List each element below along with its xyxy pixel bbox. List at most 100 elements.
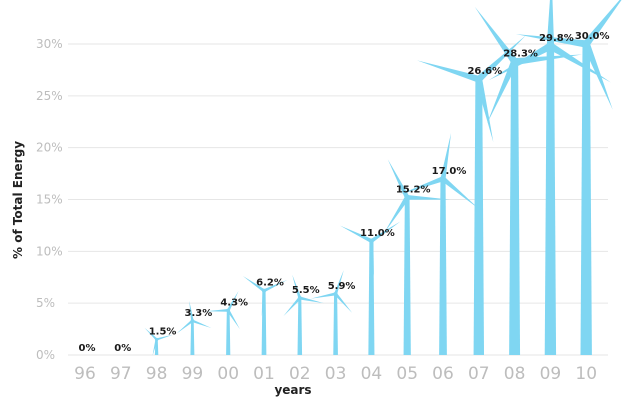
x-tick-label: 98 — [146, 364, 168, 384]
turbine-blade — [487, 60, 518, 124]
turbine-mark — [417, 35, 527, 355]
data-label: 28.3% — [503, 49, 538, 60]
turbine-hub — [546, 42, 555, 50]
x-axis-title: years — [274, 383, 311, 397]
data-label: 1.5% — [149, 326, 177, 337]
data-label: 0% — [79, 343, 96, 354]
turbine-mark — [283, 274, 324, 355]
turbine-mark — [310, 270, 353, 355]
y-tick-label: 5% — [36, 296, 55, 310]
turbine-blade — [476, 35, 527, 82]
turbine-blade — [227, 309, 240, 330]
turbine-blade — [582, 42, 613, 110]
turbine-tower — [509, 61, 521, 356]
data-label: 17.0% — [432, 166, 467, 177]
y-tick-label: 15% — [36, 193, 63, 207]
turbine-tower — [439, 178, 447, 355]
y-tick-label: 20% — [36, 141, 63, 155]
turbine-marks — [144, 0, 622, 356]
turbine-hub — [262, 288, 266, 293]
turbine-hub — [154, 337, 159, 342]
x-axis-ticks: 96 97 98 99 00 01 02 03 04 05 06 07 08 09 10 — [74, 364, 597, 384]
turbine-blade — [334, 292, 353, 313]
turbine-tower — [297, 297, 303, 355]
y-tick-label: 25% — [36, 89, 63, 103]
turbine-blade — [407, 195, 451, 200]
x-tick-label: 06 — [432, 364, 454, 384]
turbine-mark — [242, 275, 288, 355]
x-tick-label: 04 — [361, 364, 383, 384]
data-label: 4.3% — [220, 297, 248, 308]
turbine-blade — [387, 159, 410, 199]
x-tick-label: 00 — [217, 364, 239, 384]
x-tick-label: 97 — [110, 364, 132, 384]
turbine-tower — [473, 79, 485, 355]
data-label: 0% — [114, 343, 131, 354]
x-tick-label: 08 — [504, 364, 526, 384]
turbine-mark — [340, 221, 401, 355]
turbine-mark — [176, 300, 212, 355]
turbine-mark — [206, 290, 240, 355]
turbine-tower — [226, 310, 231, 355]
turbine-blade — [399, 176, 444, 195]
x-tick-label: 09 — [540, 364, 562, 384]
turbine-hub — [404, 194, 410, 201]
turbine-blade — [191, 319, 212, 329]
turbine-hub — [582, 40, 591, 48]
turbine-tower — [333, 293, 338, 355]
x-tick-label: 07 — [468, 364, 490, 384]
turbine-blade — [334, 270, 344, 295]
x-tick-label: 10 — [575, 364, 597, 384]
data-label: 6.2% — [256, 278, 284, 289]
turbine-hub — [297, 296, 302, 300]
turbine-blade — [383, 196, 410, 234]
turbine-hub — [333, 291, 338, 296]
turbine-blade — [488, 42, 553, 81]
turbine-hub — [226, 308, 231, 313]
turbine-blade — [369, 240, 374, 276]
turbine-mark — [515, 0, 622, 355]
turbine-hub — [190, 319, 195, 323]
turbine-tower — [544, 46, 557, 355]
y-axis-title: % of Total Energy — [11, 141, 25, 259]
turbine-blade — [152, 339, 158, 356]
y-tick-label: 10% — [36, 244, 63, 258]
x-tick-label: 99 — [182, 364, 204, 384]
turbine-blade — [441, 176, 479, 209]
turbine-blade — [261, 290, 266, 317]
turbine-blade — [370, 221, 401, 243]
y-axis-ticks: 0% 5% 10% 15% 20% 25% 30% — [36, 37, 63, 362]
turbine-hub — [369, 238, 374, 244]
turbine-blade — [226, 290, 239, 312]
turbine-mark — [144, 327, 173, 356]
y-tick-label: 0% — [36, 348, 55, 362]
data-labels: 0% 0% 1.5% 3.3% 4.3% 6.2% 5.5% 5.9% 11.0% 15.2%17… — [79, 31, 610, 354]
turbine-blade — [548, 42, 611, 83]
turbine-mark — [474, 6, 582, 356]
turbine-blade — [546, 0, 555, 47]
turbine-blade — [583, 0, 622, 47]
turbine-blade — [440, 133, 452, 180]
turbine-mark — [399, 133, 479, 355]
turbine-blade — [474, 6, 518, 64]
data-label: 5.5% — [292, 285, 320, 296]
data-label: 3.3% — [185, 308, 213, 319]
x-tick-label: 96 — [74, 364, 96, 384]
turbine-blade — [299, 296, 324, 304]
turbine-blade — [417, 60, 480, 83]
x-tick-label: 01 — [253, 364, 275, 384]
x-tick-label: 05 — [396, 364, 418, 384]
grid-lines — [68, 43, 608, 356]
turbine-blade — [283, 296, 301, 317]
turbine-blade — [515, 34, 587, 48]
data-label: 26.6% — [467, 66, 502, 77]
turbine-tower — [403, 197, 411, 355]
x-tick-label: 02 — [289, 364, 311, 384]
turbine-hub — [475, 75, 483, 83]
turbine-blade — [292, 274, 302, 299]
turbine-blade — [144, 327, 158, 341]
turbine-blade — [242, 275, 265, 293]
data-label: 29.8% — [539, 33, 574, 44]
turbine-blade — [206, 309, 229, 312]
